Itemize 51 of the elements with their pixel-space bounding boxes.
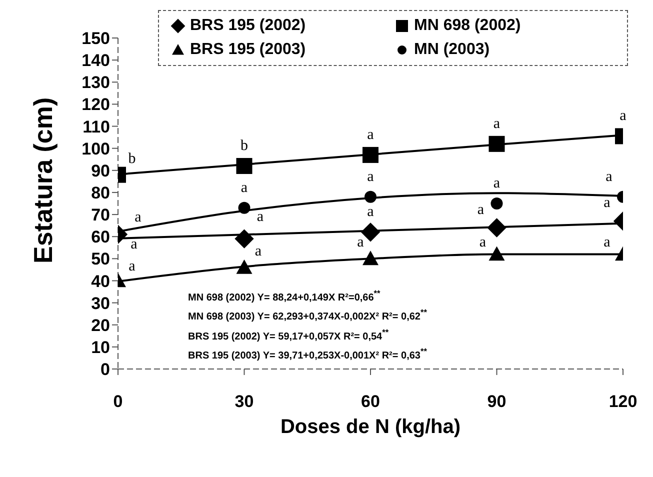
y-axis-title: Estatura (cm): [28, 97, 58, 264]
y-tick-label: 20: [91, 316, 110, 335]
annotation: a: [240, 180, 248, 196]
annotation: a: [367, 126, 374, 143]
x-tick-label: 120: [608, 392, 638, 412]
y-tick-label: 150: [82, 29, 110, 48]
y-tick-label: 90: [91, 161, 110, 180]
annotation: MN 698 (2003) Y= 62,293+0,374X-0,002X² R²= 0,62$^{**}$: [188, 306, 427, 325]
annotation: a: [477, 202, 484, 218]
y-tick-label: 120: [82, 95, 110, 114]
legend-label: BRS 195 (2003): [190, 41, 306, 59]
y-tick-label: 0: [100, 360, 110, 380]
legend-label: MN (2003): [414, 41, 490, 59]
annotation: a: [256, 208, 264, 225]
x-tick-label: 30: [234, 392, 254, 412]
y-tick-label: 50: [91, 250, 110, 269]
y-tick-label: 110: [82, 117, 110, 136]
annotation: a: [493, 176, 500, 192]
y-tick-label: 80: [91, 184, 110, 202]
y-tick-label: 10: [91, 338, 110, 357]
annotation: a: [134, 210, 142, 226]
x-tick-label: 0: [113, 392, 123, 412]
annotation: a: [357, 234, 364, 251]
y-tick-label: 140: [82, 51, 110, 70]
annotation: a: [254, 243, 262, 260]
legend-label: BRS 195 (2002): [190, 17, 306, 35]
annotation: a: [620, 108, 627, 124]
annotation: a: [130, 236, 138, 252]
y-tick-label: 130: [82, 73, 110, 92]
annotation: BRS 195 (2003) Y= 39,71+0,253X-0,001X² R²= 0,63$^{**}$: [188, 344, 427, 364]
annotation: a: [606, 168, 613, 185]
annotation: a: [128, 258, 136, 275]
annotation: a: [479, 234, 486, 250]
annotation: BRS 195 (2002) Y= 59,17+0,057X R²= 0,54$^{**}$: [188, 326, 390, 344]
annotation: MN 698 (2002) Y= 88,24+0,149X R²=0,66$^{**}$: [188, 287, 382, 306]
legend-label: MN 698 (2002): [414, 17, 521, 35]
y-tick-label: 60: [91, 228, 110, 247]
x-axis-title: Doses de N (kg/ha): [280, 416, 461, 438]
x-tick-label: 90: [487, 392, 506, 412]
annotation: b: [240, 138, 248, 154]
annotation: b: [128, 150, 136, 167]
annotation: a: [367, 168, 374, 185]
y-tick-label: 40: [91, 272, 110, 291]
y-tick-label: 70: [91, 206, 110, 225]
annotation: a: [604, 195, 611, 212]
annotation: a: [367, 204, 374, 220]
x-tick-label: 60: [361, 392, 380, 412]
y-tick-label: 30: [91, 294, 110, 313]
y-tick-label: 100: [82, 139, 110, 158]
annotation: a: [604, 234, 611, 250]
annotation: a: [493, 116, 500, 132]
